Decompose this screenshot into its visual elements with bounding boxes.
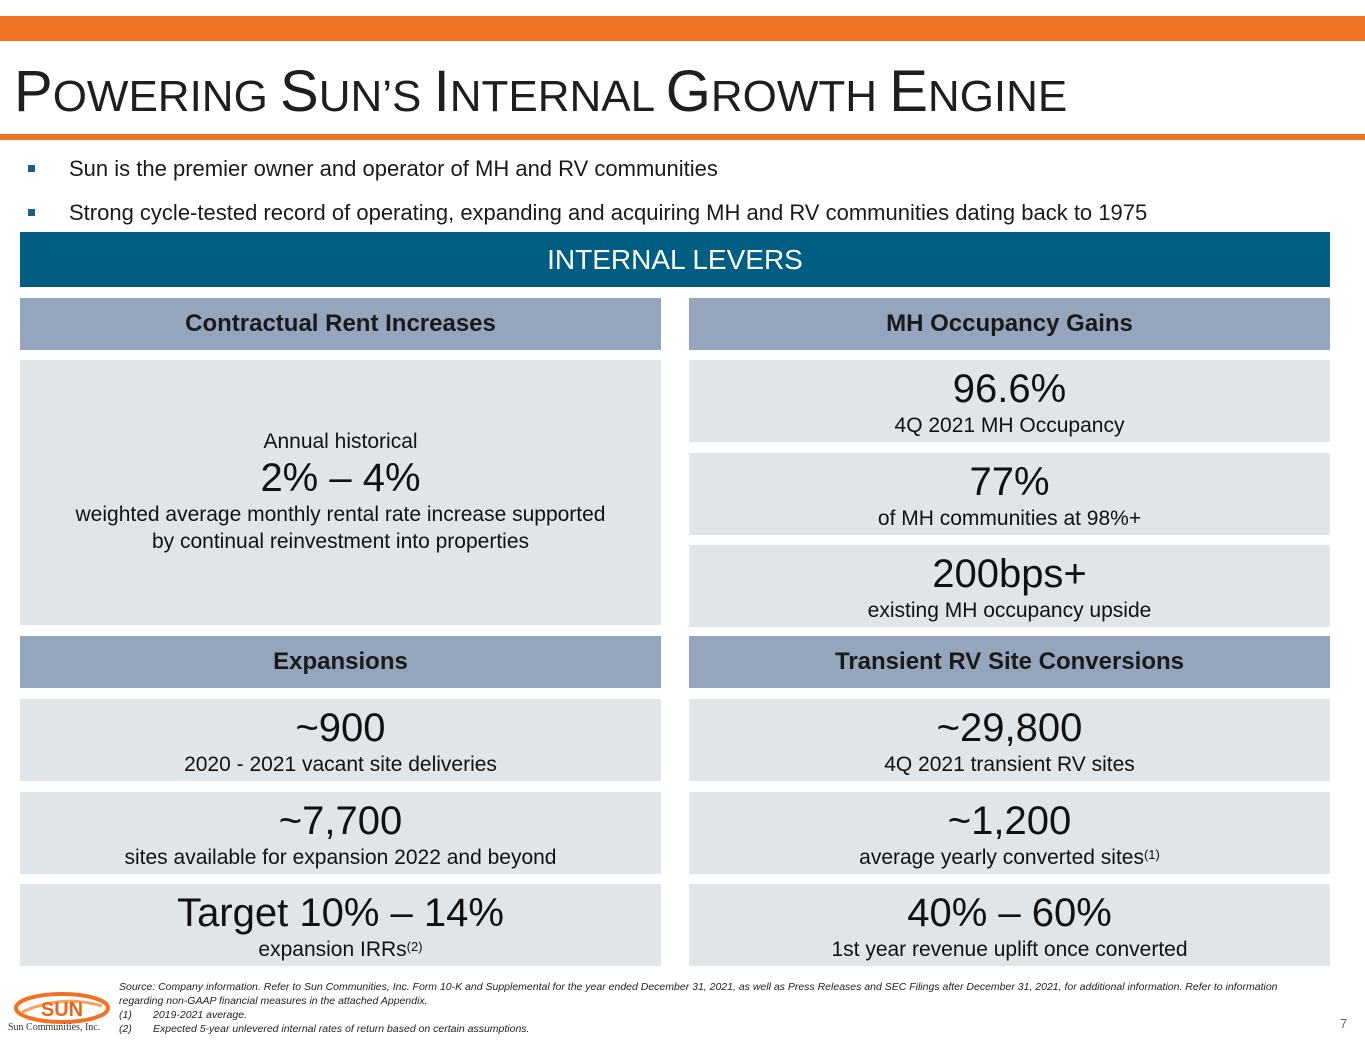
internal-levers-banner: INTERNAL LEVERS: [20, 232, 1330, 287]
occupancy-stat-box: 77% of MH communities at 98%+: [689, 453, 1330, 535]
stat-value: Target 10% – 14%: [177, 891, 504, 935]
stat-value: 200bps+: [932, 552, 1087, 596]
top-accent-bar: [0, 16, 1365, 41]
stat-caption: existing MH occupancy upside: [867, 599, 1152, 622]
expansion-stat-box: ~7,700 sites available for expansion 202…: [20, 792, 661, 874]
stat-caption: average yearly converted sites(1): [859, 846, 1160, 869]
rent-intro: Annual historical: [263, 430, 418, 453]
stat-value: ~1,200: [947, 799, 1072, 843]
expansion-stat-box: ~900 2020 - 2021 vacant site deliveries: [20, 699, 661, 781]
stat-caption: 4Q 2021 MH Occupancy: [894, 414, 1125, 437]
bullet-item: Sun is the premier owner and operator of…: [28, 154, 1147, 198]
expansions-header: Expansions: [20, 636, 661, 688]
rent-increases-box: Annual historical 2% – 4% weighted avera…: [20, 360, 661, 625]
title-underline: [0, 134, 1365, 140]
stat-caption: 2020 - 2021 vacant site deliveries: [184, 753, 497, 776]
page-number: 7: [1340, 1016, 1348, 1031]
stat-caption: of MH communities at 98%+: [877, 507, 1142, 530]
footnote-ref: (1): [1143, 847, 1160, 862]
rent-range: 2% – 4%: [260, 456, 421, 500]
page-title: POWERING SUN’S INTERNAL GROWTH ENGINE: [14, 59, 1068, 124]
transient-stat-box: 40% – 60% 1st year revenue uplift once c…: [689, 884, 1330, 966]
stat-value: ~7,700: [278, 799, 403, 843]
bullet-list: Sun is the premier owner and operator of…: [28, 154, 1147, 242]
transient-stat-box: ~1,200 average yearly converted sites(1): [689, 792, 1330, 874]
occupancy-stat-box: 200bps+ existing MH occupancy upside: [689, 545, 1330, 627]
transient-stat-box: ~29,800 4Q 2021 transient RV sites: [689, 699, 1330, 781]
company-wordmark: Sun Communities, Inc.: [8, 1022, 101, 1033]
sun-logo: SUN: [14, 992, 110, 1024]
source-note: Source: Company information. Refer to Su…: [119, 981, 1278, 1007]
stat-value: ~900: [295, 706, 386, 750]
svg-text:SUN: SUN: [41, 999, 83, 1021]
footnote-item: (1) 2019-2021 average.: [119, 1009, 247, 1021]
stat-value: ~29,800: [936, 706, 1083, 750]
occupancy-stat-box: 96.6% 4Q 2021 MH Occupancy: [689, 360, 1330, 442]
expansion-stat-box: Target 10% – 14% expansion IRRs(2): [20, 884, 661, 966]
rent-desc-line1: weighted average monthly rental rate inc…: [75, 503, 606, 526]
stat-caption: expansion IRRs(2): [258, 938, 423, 961]
occupancy-gains-header: MH Occupancy Gains: [689, 298, 1330, 350]
stat-caption: 4Q 2021 transient RV sites: [884, 753, 1135, 776]
stat-caption: sites available for expansion 2022 and b…: [124, 846, 557, 869]
rent-increases-header: Contractual Rent Increases: [20, 298, 661, 350]
stat-value: 40% – 60%: [907, 891, 1112, 935]
bullet-item: Strong cycle-tested record of operating,…: [28, 198, 1147, 242]
bullet-square-icon: [28, 209, 35, 216]
footnote-item: (2) Expected 5-year unlevered internal ra…: [119, 1023, 530, 1035]
bullet-square-icon: [28, 165, 35, 172]
rent-desc-line2: by continual reinvestment into propertie…: [151, 530, 530, 553]
footnotes: Source: Company information. Refer to Su…: [119, 980, 1319, 1036]
stat-value: 96.6%: [952, 367, 1067, 411]
transient-conversions-header: Transient RV Site Conversions: [689, 636, 1330, 688]
footnote-ref: (2): [406, 939, 423, 954]
stat-value: 77%: [969, 460, 1050, 504]
stat-caption: 1st year revenue uplift once converted: [831, 938, 1188, 961]
